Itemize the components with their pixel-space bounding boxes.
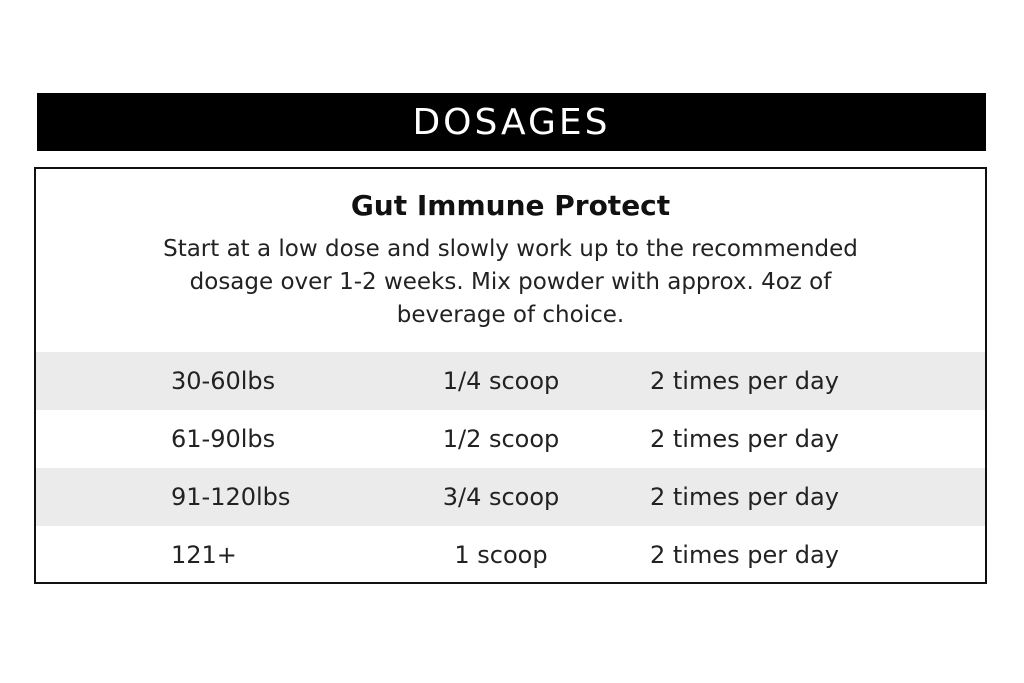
table-row: 91-120lbs 3/4 scoop 2 times per day — [36, 468, 985, 526]
amount-cell: 1/2 scoop — [442, 425, 560, 453]
product-name: Gut Immune Protect — [350, 189, 671, 222]
dosage-table: 30-60lbs 1/4 scoop 2 times per day 61-90… — [36, 352, 985, 584]
dosage-instructions: Start at a low dose and slowly work up t… — [96, 233, 925, 332]
amount-cell: 1/4 scoop — [442, 367, 560, 395]
amount-cell: 3/4 scoop — [442, 483, 560, 511]
frequency-cell: 2 times per day — [650, 425, 839, 453]
dosage-card: Gut Immune Protect Start at a low dose a… — [34, 167, 987, 584]
frequency-cell: 2 times per day — [650, 367, 839, 395]
table-row: 121+ 1 scoop 2 times per day — [36, 526, 985, 584]
weight-cell: 61-90lbs — [171, 425, 276, 453]
banner-title: DOSAGES — [412, 101, 611, 143]
weight-cell: 30-60lbs — [171, 367, 276, 395]
frequency-cell: 2 times per day — [650, 541, 839, 569]
instructions-line-2: dosage over 1-2 weeks. Mix powder with a… — [189, 269, 832, 295]
weight-cell: 121+ — [171, 541, 237, 569]
instructions-line-1: Start at a low dose and slowly work up t… — [163, 236, 858, 262]
weight-cell: 91-120lbs — [171, 483, 291, 511]
table-row: 30-60lbs 1/4 scoop 2 times per day — [36, 352, 985, 410]
amount-cell: 1 scoop — [454, 541, 548, 569]
dosages-banner: DOSAGES — [37, 93, 986, 151]
table-row: 61-90lbs 1/2 scoop 2 times per day — [36, 410, 985, 468]
instructions-line-3: beverage of choice. — [396, 302, 625, 328]
frequency-cell: 2 times per day — [650, 483, 839, 511]
